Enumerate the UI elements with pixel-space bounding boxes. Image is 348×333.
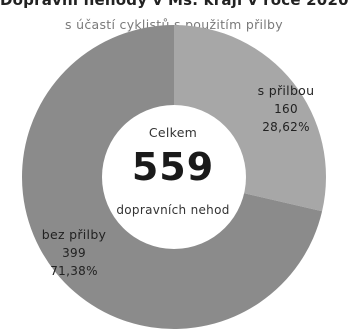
slice-name: s přilbou [257, 83, 315, 98]
center-label-bottom: dopravních nehod [116, 203, 230, 217]
slice-label-s-prilbou: s přilbou 160 28,62% [238, 82, 334, 136]
slice-value: 399 [62, 246, 86, 260]
chart-subtitle: s účastí cyklistů s použitím přilby [65, 17, 283, 32]
chart-title: Dopravní nehody v Ms. kraji v roce 2020 [0, 0, 348, 9]
slice-percent: 71,38% [50, 264, 98, 278]
center-label-top: Celkem [148, 125, 198, 140]
center-total: 559 [131, 145, 215, 189]
slice-percent: 28,62% [262, 120, 310, 134]
slice-label-bez-prilby: bez přilby 399 71,38% [26, 226, 122, 280]
slice-name: bez přilby [41, 227, 107, 242]
donut-center-hole [102, 105, 246, 249]
slice-value: 160 [274, 102, 298, 116]
donut-center-summary: Celkem 559 dopravních nehod [108, 115, 238, 225]
